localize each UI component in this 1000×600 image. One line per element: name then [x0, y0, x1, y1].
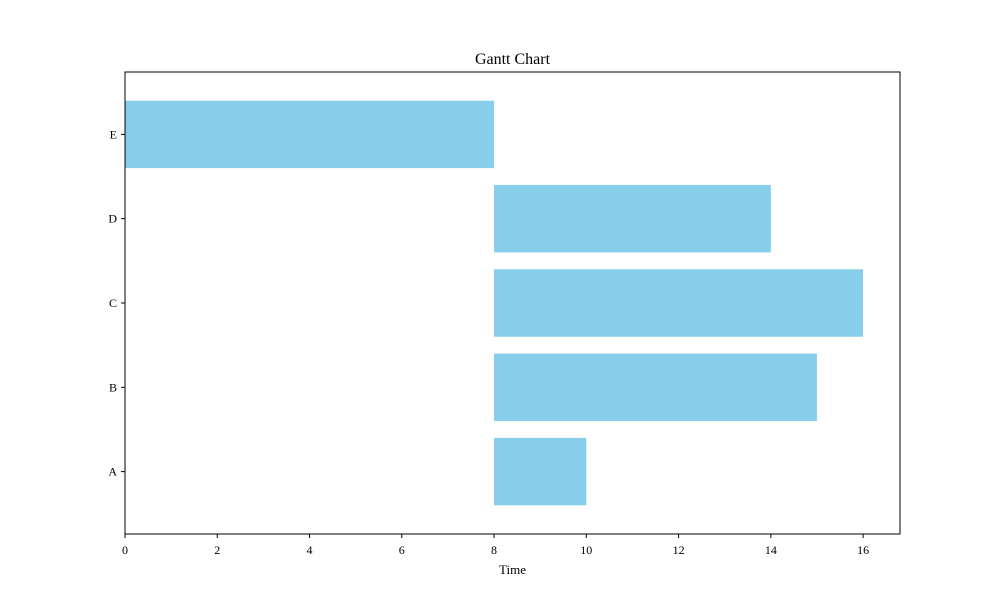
x-axis-label: Time — [499, 562, 526, 577]
y-tick-label-e: E — [110, 127, 117, 141]
y-tick-label-b: B — [109, 380, 117, 394]
bar-e — [125, 100, 495, 169]
x-tick-label: 2 — [214, 543, 220, 557]
y-axis: A B C D E — [108, 127, 125, 479]
bar-d — [494, 184, 771, 253]
x-tick-label: 14 — [765, 543, 777, 557]
x-tick-label: 0 — [122, 543, 128, 557]
x-tick-label: 16 — [857, 543, 869, 557]
x-tick-label: 12 — [673, 543, 685, 557]
bar-c — [494, 269, 864, 337]
y-tick-label-a: A — [108, 465, 117, 479]
x-tick-label: 4 — [307, 543, 313, 557]
x-axis: 0 2 4 6 8 10 12 14 16 — [122, 534, 869, 557]
chart-title: Gantt Chart — [475, 51, 551, 68]
x-tick-label: 6 — [399, 543, 405, 557]
bars-layer — [125, 100, 864, 506]
bar-b — [494, 353, 817, 422]
x-tick-label: 8 — [491, 543, 497, 557]
y-tick-label-c: C — [109, 296, 117, 310]
bar-a — [494, 437, 587, 506]
x-tick-label: 10 — [580, 543, 592, 557]
y-tick-label-d: D — [108, 212, 117, 226]
